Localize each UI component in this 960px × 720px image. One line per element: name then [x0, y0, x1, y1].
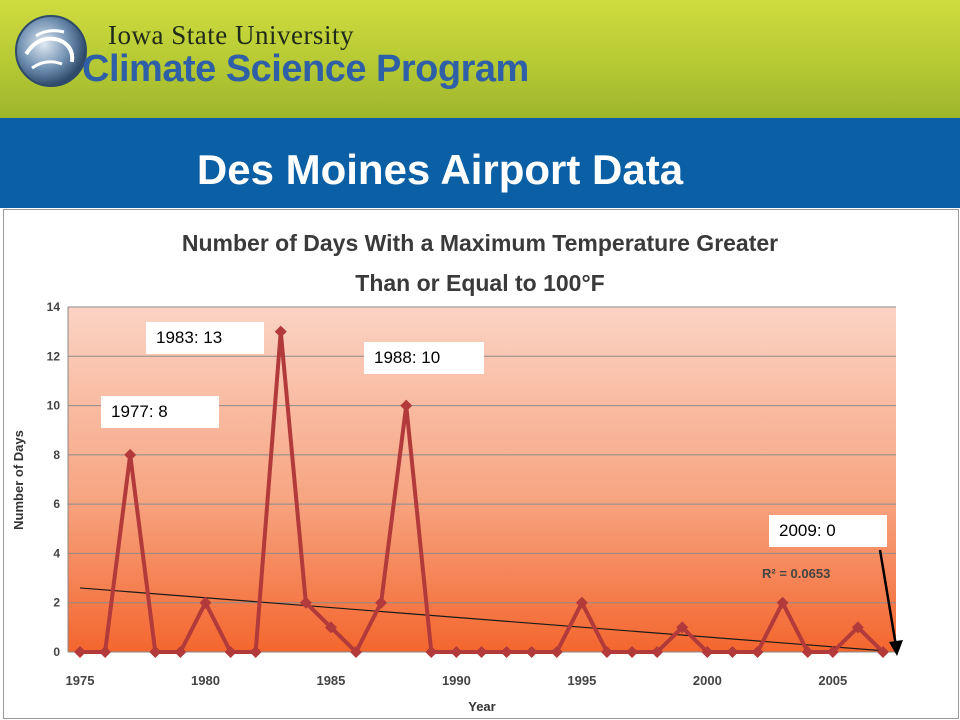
series-markers: [74, 325, 889, 658]
data-point: [299, 596, 312, 609]
y-tick-label: 12: [47, 349, 61, 363]
annotation-1983: 1983: 13: [146, 322, 264, 354]
data-point: [224, 646, 237, 658]
data-point: [274, 325, 287, 338]
program-name: Climate Science Program: [82, 48, 529, 90]
data-point: [324, 621, 337, 634]
data-point: [651, 646, 664, 658]
y-axis: 0 2 4 6 8 10 12 14: [47, 300, 69, 659]
data-point: [826, 646, 839, 658]
data-point: [676, 621, 689, 634]
y-tick-label: 8: [53, 448, 60, 462]
y-tick-label: 6: [53, 497, 60, 511]
data-point: [525, 646, 538, 658]
x-tick-label: 1980: [191, 673, 220, 688]
chart-title-line2: Than or Equal to 100°F: [355, 270, 604, 296]
x-tick-label: 1995: [567, 673, 596, 688]
x-axis: 1975 1980 1985 1990 1995 2000 2005: [66, 651, 896, 688]
annotation-2009: 2009: 0: [769, 515, 887, 547]
x-tick-label: 2005: [818, 673, 847, 688]
y-tick-label: 0: [53, 645, 60, 659]
data-point: [450, 646, 463, 658]
x-tick-label: 1975: [66, 673, 95, 688]
data-point: [751, 646, 764, 658]
y-axis-label: Number of Days: [11, 430, 26, 530]
annotation-1977: 1977: 8: [101, 396, 219, 428]
data-point: [249, 646, 262, 658]
data-point: [174, 646, 187, 658]
annotation-1988: 1988: 10: [364, 342, 484, 374]
university-name: Iowa State University: [108, 20, 354, 50]
pointer-arrow: [878, 549, 898, 647]
data-point: [124, 448, 137, 461]
data-point: [877, 646, 889, 658]
data-point: [600, 646, 613, 658]
y-tick-label: 10: [47, 399, 61, 413]
title-band: [0, 118, 960, 208]
data-point: [851, 621, 864, 634]
slide-title: Des Moines Airport Data: [196, 146, 684, 193]
y-tick-label: 2: [53, 596, 60, 610]
header-banner: Iowa State University Climate Science Pr…: [0, 0, 960, 118]
x-tick-label: 1990: [442, 673, 471, 688]
pointer-arrowhead: [889, 640, 903, 656]
data-point: [199, 596, 212, 609]
data-point: [776, 596, 789, 609]
x-tick-label: 1985: [316, 673, 345, 688]
data-point: [350, 646, 363, 658]
data-point: [475, 646, 488, 658]
data-point: [74, 646, 86, 658]
y-tick-label: 4: [53, 546, 60, 560]
data-point: [701, 646, 714, 658]
data-point: [99, 646, 112, 658]
r-squared-label: R² = 0.0653: [762, 566, 830, 581]
data-point: [400, 399, 413, 412]
data-point: [575, 596, 588, 609]
y-tick-label: 14: [47, 300, 61, 314]
data-point: [149, 646, 162, 658]
data-point: [375, 596, 388, 609]
data-point: [425, 646, 438, 658]
data-point: [726, 646, 739, 658]
x-tick-label: 2000: [693, 673, 722, 688]
x-axis-label: Year: [468, 699, 495, 714]
data-point: [500, 646, 513, 658]
data-point: [626, 646, 639, 658]
chart-title-line1: Number of Days With a Maximum Temperatur…: [182, 230, 778, 256]
trendline: [79, 587, 884, 652]
data-point: [550, 646, 563, 658]
globe-swirl-icon: [15, 15, 87, 87]
data-point: [801, 646, 814, 658]
